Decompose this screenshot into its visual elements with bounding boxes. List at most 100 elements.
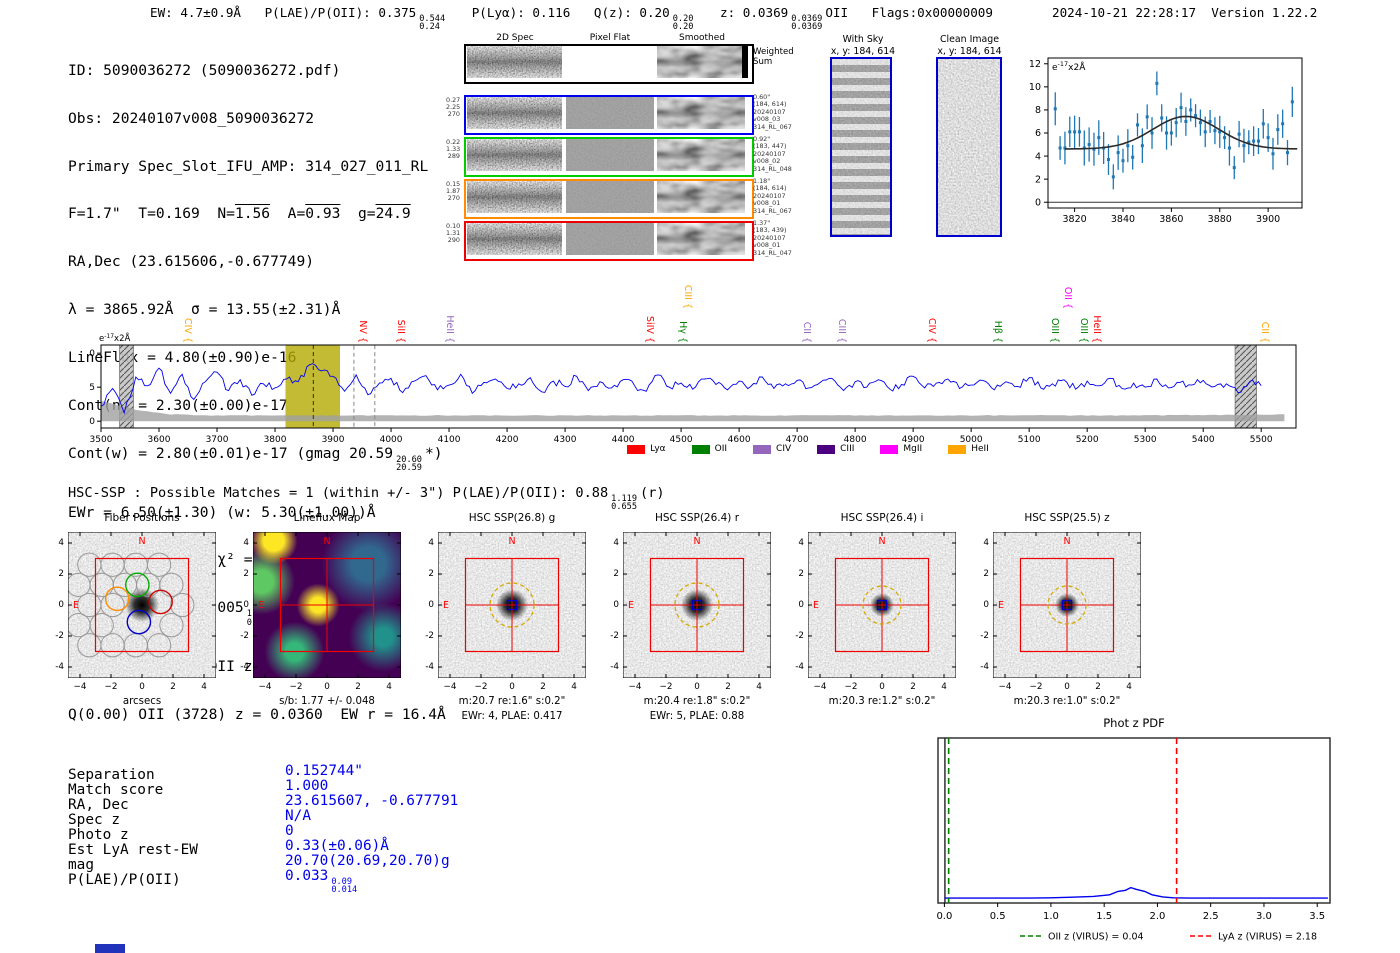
error-spectrum-fill bbox=[101, 401, 1285, 422]
plya-value: P(Lyα): 0.116 bbox=[471, 5, 571, 20]
svg-text:E: E bbox=[73, 600, 79, 611]
svg-text:8: 8 bbox=[1035, 105, 1041, 116]
svg-text:2.5: 2.5 bbox=[1203, 911, 1219, 922]
cutout-sublabel: EWr: 4, PLAE: 0.417 bbox=[461, 711, 563, 722]
weighted-pixelflat-image bbox=[566, 46, 654, 78]
z-bounds: 0.0369 0.0369 bbox=[791, 14, 823, 33]
info-q-oii: Q(0.00) OII (3728) z = 0.0360 EW r = 16.… bbox=[68, 705, 446, 723]
emission-line-label-civ: CIV { bbox=[181, 318, 193, 343]
match-value: 1.000 bbox=[285, 778, 329, 794]
spec2d-title-pixelflat: Pixel Flat bbox=[589, 33, 631, 43]
match-row-est-lya-rest-ew: Est LyA rest-EW 0.33(±0.06)Å bbox=[68, 838, 389, 858]
fiber-smoothed-image bbox=[657, 223, 745, 255]
x-tick-label: −2 bbox=[474, 682, 488, 692]
fiber-pixelflat-image bbox=[566, 139, 654, 171]
emission-line-label-cii: CII { bbox=[1259, 321, 1271, 343]
svg-text:N: N bbox=[323, 536, 330, 547]
fiber-2dspec-image bbox=[467, 181, 562, 213]
fiber-circle bbox=[170, 592, 195, 618]
svg-text:4200: 4200 bbox=[496, 435, 519, 445]
svg-text:OII z (VIRUS) = 0.04: OII z (VIRUS) = 0.04 bbox=[1048, 932, 1144, 943]
extraction-box bbox=[279, 557, 375, 653]
svg-text:4300: 4300 bbox=[554, 435, 577, 445]
match-value: 0.033 0.09 0.014 bbox=[285, 868, 358, 896]
fiber-circle bbox=[159, 613, 184, 638]
svg-text:3820: 3820 bbox=[1063, 214, 1087, 225]
x-tick-label: 2 bbox=[1095, 682, 1101, 692]
withsky-image bbox=[830, 57, 892, 237]
extraction-box bbox=[464, 557, 560, 653]
fiber-2dspec-image bbox=[467, 181, 562, 213]
selected-fiber-circle bbox=[126, 609, 152, 635]
svg-text:3600: 3600 bbox=[148, 435, 171, 445]
fiber-2dspec-image bbox=[467, 139, 562, 171]
svg-text:5300: 5300 bbox=[1134, 435, 1157, 445]
y-tick-label: -4 bbox=[795, 662, 804, 672]
x-tick-label: 4 bbox=[941, 682, 947, 692]
fiber-strip-annotation: 0.92" (183, 447) 20240107 v008_02 314_RL_048 bbox=[753, 135, 792, 173]
svg-text:1.0: 1.0 bbox=[1043, 911, 1059, 922]
svg-text:5500: 5500 bbox=[1250, 435, 1273, 445]
svg-text:N: N bbox=[138, 536, 145, 547]
svg-text:e-17x2Å: e-17x2Å bbox=[1052, 60, 1086, 73]
spec2d-panel: 2D Spec Pixel Flat Smoothed 0.27 2.25 270 0… bbox=[440, 30, 860, 270]
fiber-2dspec-image bbox=[467, 223, 562, 255]
svg-text:2: 2 bbox=[1035, 174, 1041, 185]
legend-item-oii: OII bbox=[691, 444, 727, 454]
y-tick-label: 0 bbox=[798, 600, 804, 610]
withsky-title: With Sky x, y: 184, 614 bbox=[830, 34, 896, 57]
extraction-box bbox=[1019, 557, 1115, 653]
selected-fiber-circle bbox=[125, 572, 150, 598]
svg-text:5: 5 bbox=[89, 383, 95, 393]
legend-item-civ: CIV bbox=[753, 444, 791, 454]
y-tick-label: 2 bbox=[58, 569, 64, 579]
y-tick-label: -2 bbox=[795, 631, 804, 641]
x-tick-label: 2 bbox=[725, 682, 731, 692]
weighted-smoothed-image bbox=[657, 46, 745, 78]
fiber-smoothed-image bbox=[657, 97, 745, 129]
ew-value: EW: 4.7±0.9Å bbox=[150, 5, 241, 20]
y-tick-label: -4 bbox=[610, 662, 619, 672]
fiber-smoothed-image bbox=[657, 181, 745, 213]
legend-swatch bbox=[627, 444, 646, 454]
cutout-xlabel: m:20.3 re:1.0" s:0.2" bbox=[1013, 696, 1121, 707]
svg-text:E: E bbox=[258, 600, 264, 611]
emission-line-label-hγ: Hγ { bbox=[676, 321, 688, 343]
cutout-title: HSC SSP(25.5) z bbox=[1024, 512, 1110, 524]
fiber-smoothed-image bbox=[657, 223, 745, 255]
y-tick-label: 4 bbox=[983, 538, 989, 548]
y-tick-label: 2 bbox=[798, 569, 804, 579]
cutout-panel-4: HSC SSP(26.4) r N E -4 -2 0 2 4 −4 −2 0 2 4 m:20.4 re… bbox=[610, 510, 793, 730]
match-row-p-lae-p-oii-: P(LAE)/P(OII) 0.033 0.09 0.014 bbox=[68, 869, 357, 895]
x-tick-label: −2 bbox=[844, 682, 858, 692]
emission-line-label-ciii: CIII { bbox=[681, 284, 693, 309]
x-tick-label: 0 bbox=[1064, 682, 1070, 692]
x-tick-label: 2 bbox=[355, 682, 361, 692]
emission-line-label-oiii: OIII { bbox=[1078, 318, 1090, 343]
cutout-svg: NE bbox=[437, 531, 587, 679]
catalog-match-table: Separation 0.152744" Match score 1.000 RA, D… bbox=[68, 764, 459, 895]
emission-line-label-heii: HeII { bbox=[1091, 315, 1103, 343]
fiber-pixelflat-image bbox=[566, 181, 654, 213]
y-tick-label: -2 bbox=[610, 631, 619, 641]
svg-text:N: N bbox=[508, 536, 515, 547]
selected-fiber-circle bbox=[104, 586, 130, 612]
svg-text:0.5: 0.5 bbox=[990, 911, 1006, 922]
fiber-strip-weights: 0.22 1.33 289 bbox=[446, 138, 461, 160]
x-tick-label: −4 bbox=[628, 682, 642, 692]
weighted-2dspec-image bbox=[467, 46, 562, 78]
match-row-ra-dec: RA, Dec 23.615607, -0.677791 bbox=[68, 793, 459, 813]
svg-text:5000: 5000 bbox=[960, 435, 983, 445]
x-tick-label: −4 bbox=[998, 682, 1012, 692]
svg-text:5200: 5200 bbox=[1076, 435, 1099, 445]
info-primary-spec: Primary Spec_Slot_IFU_AMP: 314_027_011_R… bbox=[68, 157, 429, 175]
x-tick-label: −4 bbox=[258, 682, 272, 692]
svg-text:5100: 5100 bbox=[1018, 435, 1041, 445]
emission-line-label-oiii: OIII { bbox=[1049, 318, 1061, 343]
y-tick-label: -4 bbox=[425, 662, 434, 672]
y-tick-label: 4 bbox=[613, 538, 619, 548]
x-tick-label: 4 bbox=[201, 682, 207, 692]
svg-text:3900: 3900 bbox=[1256, 214, 1280, 225]
